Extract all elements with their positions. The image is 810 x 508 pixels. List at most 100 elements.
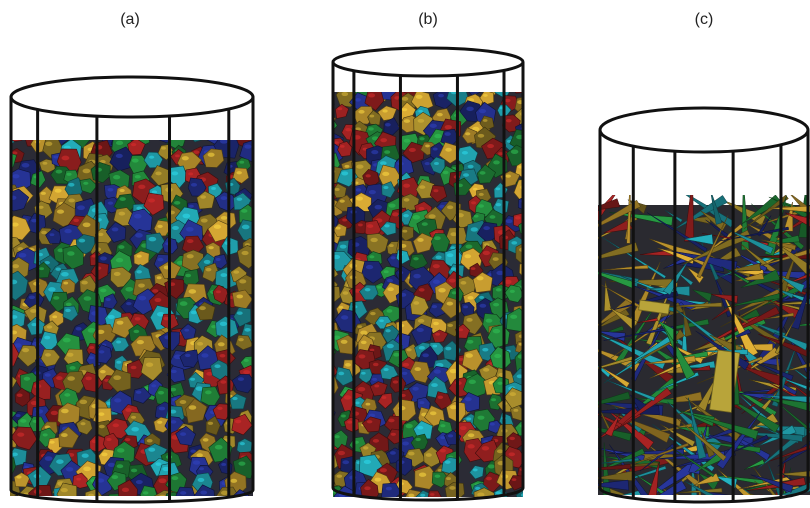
particle-highlight — [112, 423, 120, 428]
particle-highlight — [417, 425, 424, 430]
particle-highlight — [115, 257, 124, 263]
particle-highlight — [390, 256, 396, 260]
particle-highlight — [338, 305, 344, 309]
particle-highlight — [493, 160, 500, 165]
particle-highlight — [389, 451, 396, 455]
particle-highlight — [342, 218, 348, 222]
particle-highlight — [197, 477, 205, 482]
particle-packing-a — [5, 129, 253, 496]
particle-highlight — [145, 362, 154, 367]
particle-highlight — [326, 339, 331, 342]
particle-shard — [716, 411, 761, 470]
cage-bottom-ring — [598, 487, 810, 504]
particle-highlight — [487, 464, 495, 469]
particle-highlight — [464, 254, 472, 259]
particle-packing-c — [598, 195, 810, 495]
particle-highlight — [88, 493, 95, 496]
particle-shard — [598, 457, 640, 464]
particle-highlight — [495, 288, 502, 292]
particle-highlight — [61, 433, 68, 438]
particle-highlight — [446, 301, 454, 306]
particle-highlight — [340, 339, 348, 344]
particle-highlight — [374, 477, 382, 482]
particle-highlight — [116, 135, 123, 139]
particle-highlight — [365, 174, 371, 178]
panel-label-b: (b) — [418, 11, 438, 28]
particle-highlight — [466, 417, 472, 421]
particle — [236, 244, 253, 269]
particle-highlight — [172, 225, 179, 230]
particle — [105, 221, 127, 243]
particle-highlight — [158, 406, 166, 411]
particle-highlight — [186, 254, 194, 259]
particle-highlight — [236, 171, 242, 175]
particle-highlight — [199, 467, 204, 471]
particle-highlight — [170, 420, 177, 424]
particle-highlight — [446, 84, 451, 87]
particle-highlight — [380, 161, 387, 166]
particle-highlight — [40, 191, 46, 195]
particle-highlight — [316, 99, 323, 103]
particle-highlight — [73, 132, 80, 136]
particle — [333, 401, 335, 406]
particle-highlight — [60, 487, 68, 493]
particle-highlight — [420, 493, 426, 497]
particle-highlight — [100, 288, 107, 293]
particle-highlight — [155, 171, 162, 176]
particle — [196, 190, 216, 210]
particle-highlight — [97, 232, 104, 237]
particle-highlight — [68, 198, 75, 203]
particle-highlight — [158, 478, 167, 484]
particle-highlight — [322, 324, 329, 328]
particle — [379, 221, 397, 236]
particle-highlight — [425, 144, 430, 148]
particle-highlight — [241, 209, 248, 213]
particle-shard — [734, 434, 769, 452]
particle-highlight — [134, 174, 141, 179]
particle-highlight — [89, 345, 95, 350]
particle-highlight — [472, 187, 478, 191]
particle-highlight — [508, 452, 516, 457]
particle-shard — [705, 219, 729, 238]
particle-highlight — [322, 216, 329, 220]
particle-highlight — [406, 87, 412, 91]
particle-highlight — [48, 287, 56, 292]
particle — [143, 192, 165, 216]
particle — [117, 479, 138, 496]
particle-highlight — [465, 244, 473, 249]
particle-highlight — [56, 459, 64, 464]
particle-highlight — [184, 353, 191, 358]
particle-highlight — [209, 129, 216, 133]
particle-highlight — [360, 330, 368, 335]
particle-highlight — [117, 448, 125, 453]
particle-highlight — [429, 123, 437, 128]
particle-highlight — [11, 452, 18, 457]
particle-shard — [606, 409, 655, 451]
particle — [359, 284, 379, 301]
particle-highlight — [333, 254, 341, 260]
particle — [317, 355, 331, 370]
particle-highlight — [481, 446, 490, 451]
particle-highlight — [371, 136, 379, 141]
particle-highlight — [386, 278, 393, 283]
particle-highlight — [172, 136, 178, 139]
particle-highlight — [319, 346, 326, 350]
particle-highlight — [321, 280, 328, 284]
particle-highlight — [489, 215, 496, 219]
particle-highlight — [479, 303, 487, 308]
particle — [232, 167, 250, 184]
particle-highlight — [370, 311, 376, 316]
particle-highlight — [450, 246, 456, 250]
particle-highlight — [149, 155, 155, 159]
particle-highlight — [29, 136, 34, 139]
particle — [333, 101, 335, 108]
particle-shard — [710, 195, 723, 225]
particle-highlight — [242, 133, 250, 138]
particle-highlight — [464, 397, 472, 402]
particle-highlight — [357, 387, 366, 392]
particle — [410, 295, 430, 316]
particle-highlight — [157, 420, 163, 424]
particle-highlight — [5, 220, 10, 223]
particle-shard — [684, 195, 695, 242]
particle-highlight — [342, 460, 350, 465]
